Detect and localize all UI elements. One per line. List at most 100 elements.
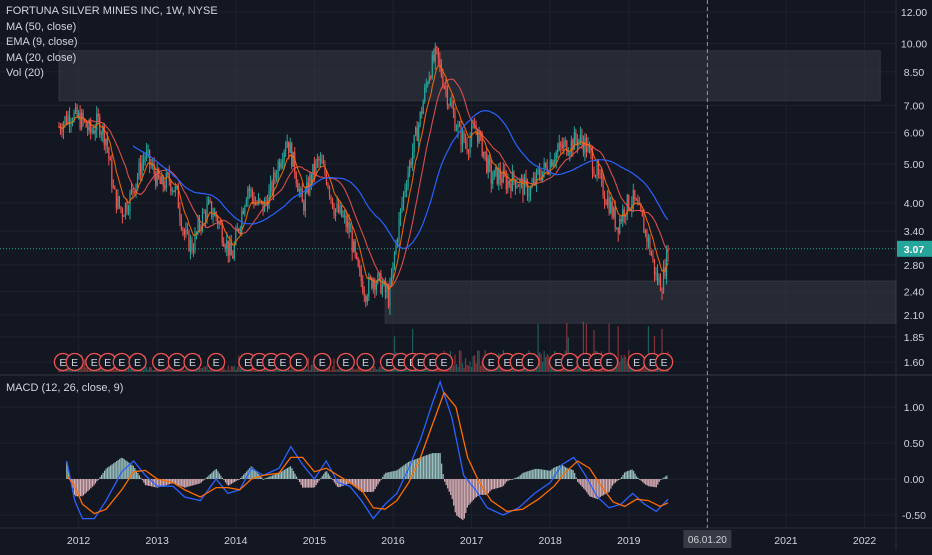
earnings-marker[interactable]: E <box>482 352 501 372</box>
zone-rectangle-2[interactable] <box>384 280 897 324</box>
earnings-marker[interactable]: E <box>273 352 293 372</box>
macd-histogram-bar <box>620 477 623 479</box>
candle-body <box>610 201 612 214</box>
price-tick-label: 8.50 <box>904 67 925 79</box>
legend-ma50[interactable]: MA (50, close) <box>6 20 77 33</box>
macd-histogram-bar <box>289 466 292 479</box>
candle-body <box>365 296 367 302</box>
candle-body <box>433 54 435 61</box>
macd-histogram-bar <box>651 479 653 487</box>
macd-histogram-bar <box>438 453 440 479</box>
legend-ema9[interactable]: EMA (9, close) <box>6 36 78 48</box>
macd-histogram-bar <box>642 479 644 483</box>
earnings-marker[interactable]: E <box>206 352 226 372</box>
candle-body <box>359 266 361 270</box>
candle-body <box>108 147 110 159</box>
volume-bar <box>451 367 453 372</box>
macd-legend-title[interactable]: MACD (12, 26, close, 9) <box>6 382 124 394</box>
earnings-marker[interactable]: E <box>167 352 186 372</box>
macd-histogram-bar <box>549 470 552 479</box>
macd-histogram-bar <box>88 479 91 490</box>
earnings-marker[interactable]: E <box>654 352 674 372</box>
volume-bar <box>643 365 645 372</box>
earnings-marker[interactable]: E <box>289 352 308 372</box>
earnings-marker[interactable]: E <box>627 352 646 372</box>
candle-body <box>380 273 382 294</box>
candle-body <box>189 239 192 251</box>
macd-histogram-bar <box>572 470 574 479</box>
earnings-marker[interactable]: E <box>128 352 147 372</box>
candle-body <box>603 196 606 202</box>
candle-body <box>162 176 164 187</box>
macd-histogram-bar <box>208 475 210 479</box>
macd-histogram-bar <box>158 479 160 488</box>
earnings-marker[interactable]: E <box>112 352 131 372</box>
macd-histogram-bar <box>518 476 520 479</box>
macd-histogram-bar <box>619 478 621 480</box>
macd-histogram-bar <box>575 477 577 479</box>
legend-ma20[interactable]: MA (20, close) <box>6 51 77 64</box>
legend-vol20[interactable]: Vol (20) <box>6 67 44 79</box>
candle-body <box>469 139 471 153</box>
macd-histogram-bar <box>468 479 470 506</box>
earnings-marker[interactable]: E <box>599 352 619 372</box>
volume-bar <box>266 370 269 372</box>
earnings-marker[interactable]: E <box>183 352 202 372</box>
macd-histogram-bar <box>663 477 665 479</box>
volume-bar <box>472 355 474 372</box>
volume-bar <box>342 370 344 372</box>
macd-histogram-bar <box>377 479 379 485</box>
macd-pane <box>66 379 669 521</box>
macd-histogram-bar <box>113 463 115 479</box>
candle-body <box>214 212 216 217</box>
candle-body <box>274 172 276 178</box>
macd-histogram-bar <box>450 479 452 496</box>
earnings-marker[interactable]: E <box>336 352 355 372</box>
macd-histogram-bar <box>554 467 556 479</box>
earnings-label: E <box>118 357 125 369</box>
crosshair-time-badge <box>683 530 732 548</box>
candle-body <box>644 230 646 233</box>
earnings-marker[interactable]: E <box>151 352 171 372</box>
volume-bar <box>304 369 306 372</box>
earnings-marker[interactable]: E <box>434 352 454 372</box>
earnings-markers[interactable]: EEEEEEEEEEEEEEEEEEEEEEEEEEEEEEEEEEEE <box>53 352 674 372</box>
earnings-label: E <box>256 357 263 369</box>
volume-bar <box>87 368 89 372</box>
candle-body <box>275 176 278 178</box>
earnings-marker[interactable]: E <box>65 352 84 372</box>
candle-body <box>419 111 421 125</box>
earnings-marker[interactable]: E <box>356 352 375 372</box>
zone-rectangles[interactable] <box>58 50 897 324</box>
macd-histogram-bar <box>329 475 331 479</box>
macd-histogram-bar <box>581 479 583 487</box>
candle-body <box>340 205 343 217</box>
candle-body <box>443 86 445 88</box>
macd-histogram-bar <box>386 472 388 479</box>
macd-histogram-bar <box>539 469 541 479</box>
earnings-marker[interactable]: E <box>313 352 332 372</box>
candle-body <box>313 163 315 174</box>
volume-bar <box>310 364 312 372</box>
legend-title[interactable]: FORTUNA SILVER MINES INC, 1W, NYSE <box>6 5 218 17</box>
volume-bar <box>235 369 237 372</box>
earnings-marker[interactable]: E <box>521 352 540 372</box>
candle-body <box>557 149 559 152</box>
candle-body <box>616 227 618 229</box>
candle-body <box>97 113 99 117</box>
candle-body <box>613 207 615 217</box>
macd-histogram-bar <box>110 465 112 479</box>
earnings-marker[interactable]: E <box>560 352 579 372</box>
candle-body <box>650 252 653 256</box>
earnings-marker[interactable]: E <box>98 352 117 372</box>
candle-body <box>106 138 108 148</box>
candle-body <box>631 204 633 209</box>
macd-histogram-bar <box>214 469 216 479</box>
macd-histogram-bar <box>309 479 311 488</box>
macd-histogram-bar <box>262 479 264 480</box>
zone-rectangle-1[interactable] <box>58 50 881 102</box>
candle-body <box>158 168 160 178</box>
macd-histogram-bar <box>392 471 394 479</box>
